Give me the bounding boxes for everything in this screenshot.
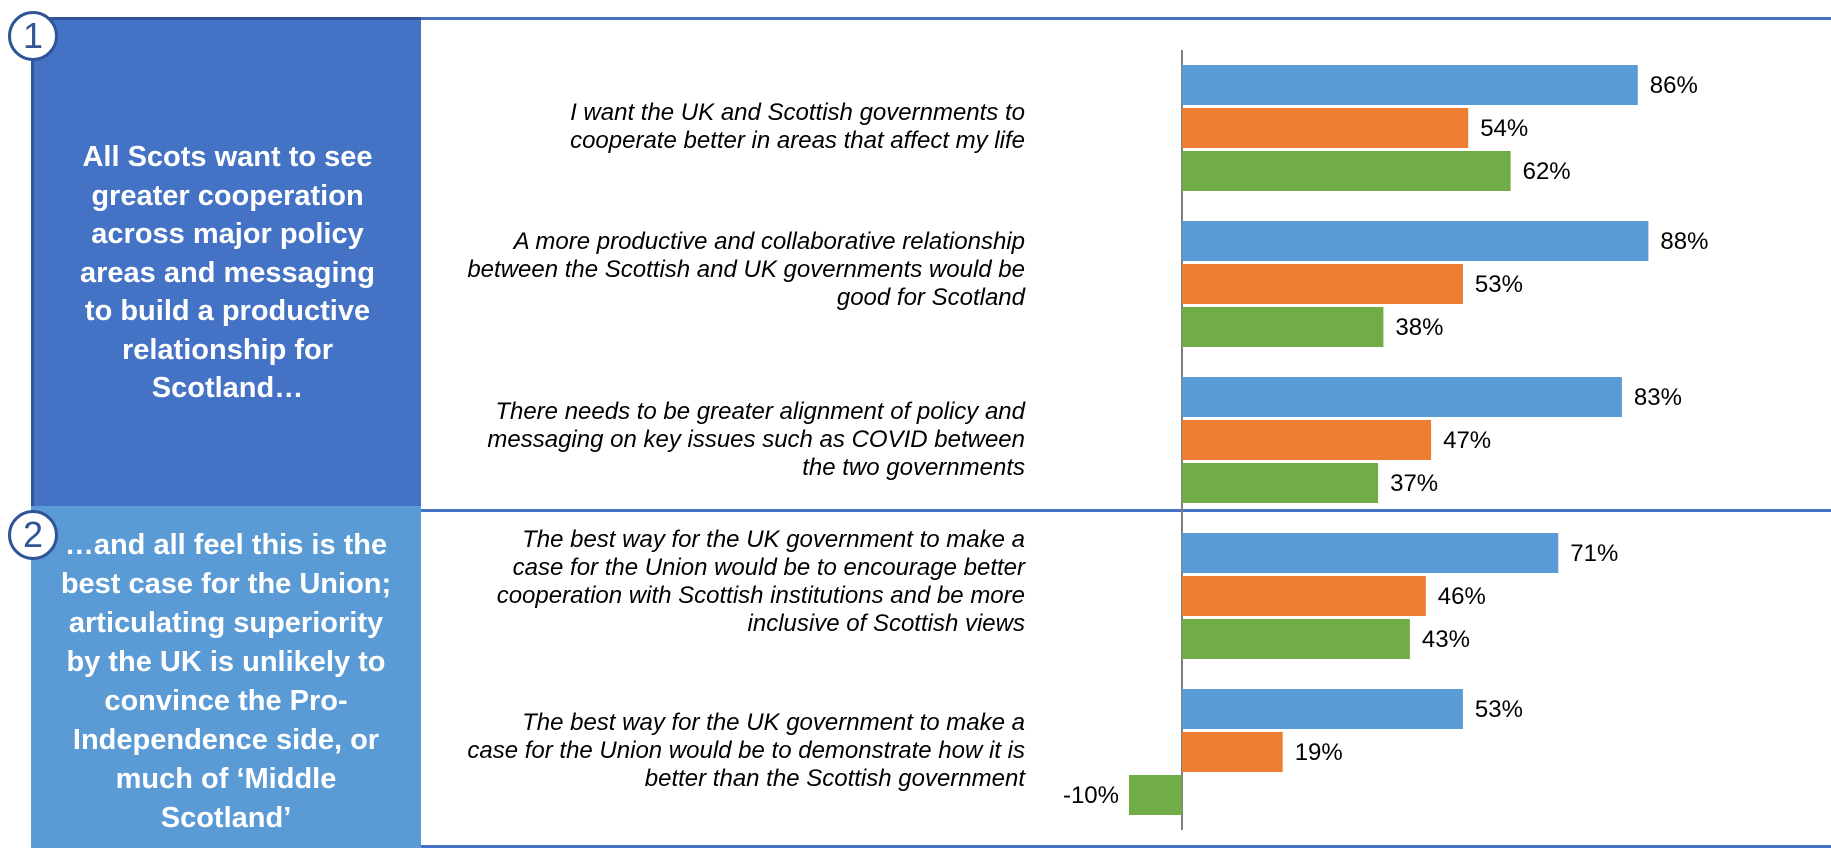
bar-s1-c2 (1182, 221, 1649, 261)
section2-heading: …and all feel this is the best case for … (60, 529, 392, 834)
top-rule (421, 17, 1831, 20)
bar-s3-c2 (1182, 307, 1384, 347)
bar-s2-c4 (1182, 576, 1426, 616)
data-label-s1-c5: 53% (1475, 696, 1523, 723)
bar-s3-c3 (1182, 463, 1379, 503)
bar-s2-c5 (1182, 732, 1283, 772)
data-label-s2-c1: 54% (1480, 115, 1528, 142)
data-label-s2-c2: 53% (1475, 271, 1523, 298)
data-label-s2-c3: 47% (1443, 427, 1491, 454)
section1-number-badge: 1 (8, 11, 58, 61)
statement-2: A more productive and collaborative rela… (467, 228, 1025, 311)
data-label-s1-c2: 88% (1660, 228, 1708, 255)
data-label-s1-c1: 86% (1650, 72, 1698, 99)
data-label-s1-c4: 71% (1570, 540, 1618, 567)
bar-s2-c3 (1182, 420, 1432, 460)
bar-s2-c1 (1182, 108, 1469, 148)
bar-s2-c2 (1182, 264, 1463, 304)
section1-heading: All Scots want to see greater cooperatio… (80, 141, 375, 404)
data-label-s2-c4: 46% (1438, 583, 1486, 610)
data-label-s1-c3: 83% (1634, 384, 1682, 411)
data-label-s2-c5: 19% (1295, 739, 1343, 766)
bar-s1-c5 (1182, 689, 1463, 729)
bar-s3-c1 (1182, 151, 1511, 191)
data-label-s3-c4: 43% (1422, 626, 1470, 653)
bottom-rule (421, 845, 1831, 848)
bar-s1-c1 (1182, 65, 1638, 105)
bar-s3-c5 (1129, 775, 1182, 815)
bar-s1-c4 (1182, 533, 1559, 573)
section2-panel: …and all feel this is the best case for … (31, 506, 421, 848)
data-label-s3-c1: 62% (1523, 158, 1571, 185)
section2-number-badge: 2 (8, 510, 58, 560)
data-label-s3-c5: -10% (1063, 782, 1119, 809)
statement-3: There needs to be greater alignment of p… (487, 398, 1025, 481)
section-divider (421, 509, 1831, 512)
data-label-s3-c2: 38% (1395, 314, 1443, 341)
section1-panel: All Scots want to see greater cooperatio… (31, 17, 421, 506)
bar-s3-c4 (1182, 619, 1410, 659)
data-label-s3-c3: 37% (1390, 470, 1438, 497)
statement-4: The best way for the UK government to ma… (496, 526, 1025, 637)
statement-5: The best way for the UK government to ma… (467, 709, 1025, 792)
bar-s1-c3 (1182, 377, 1622, 417)
statement-1: I want the UK and Scottish governments t… (570, 99, 1025, 154)
